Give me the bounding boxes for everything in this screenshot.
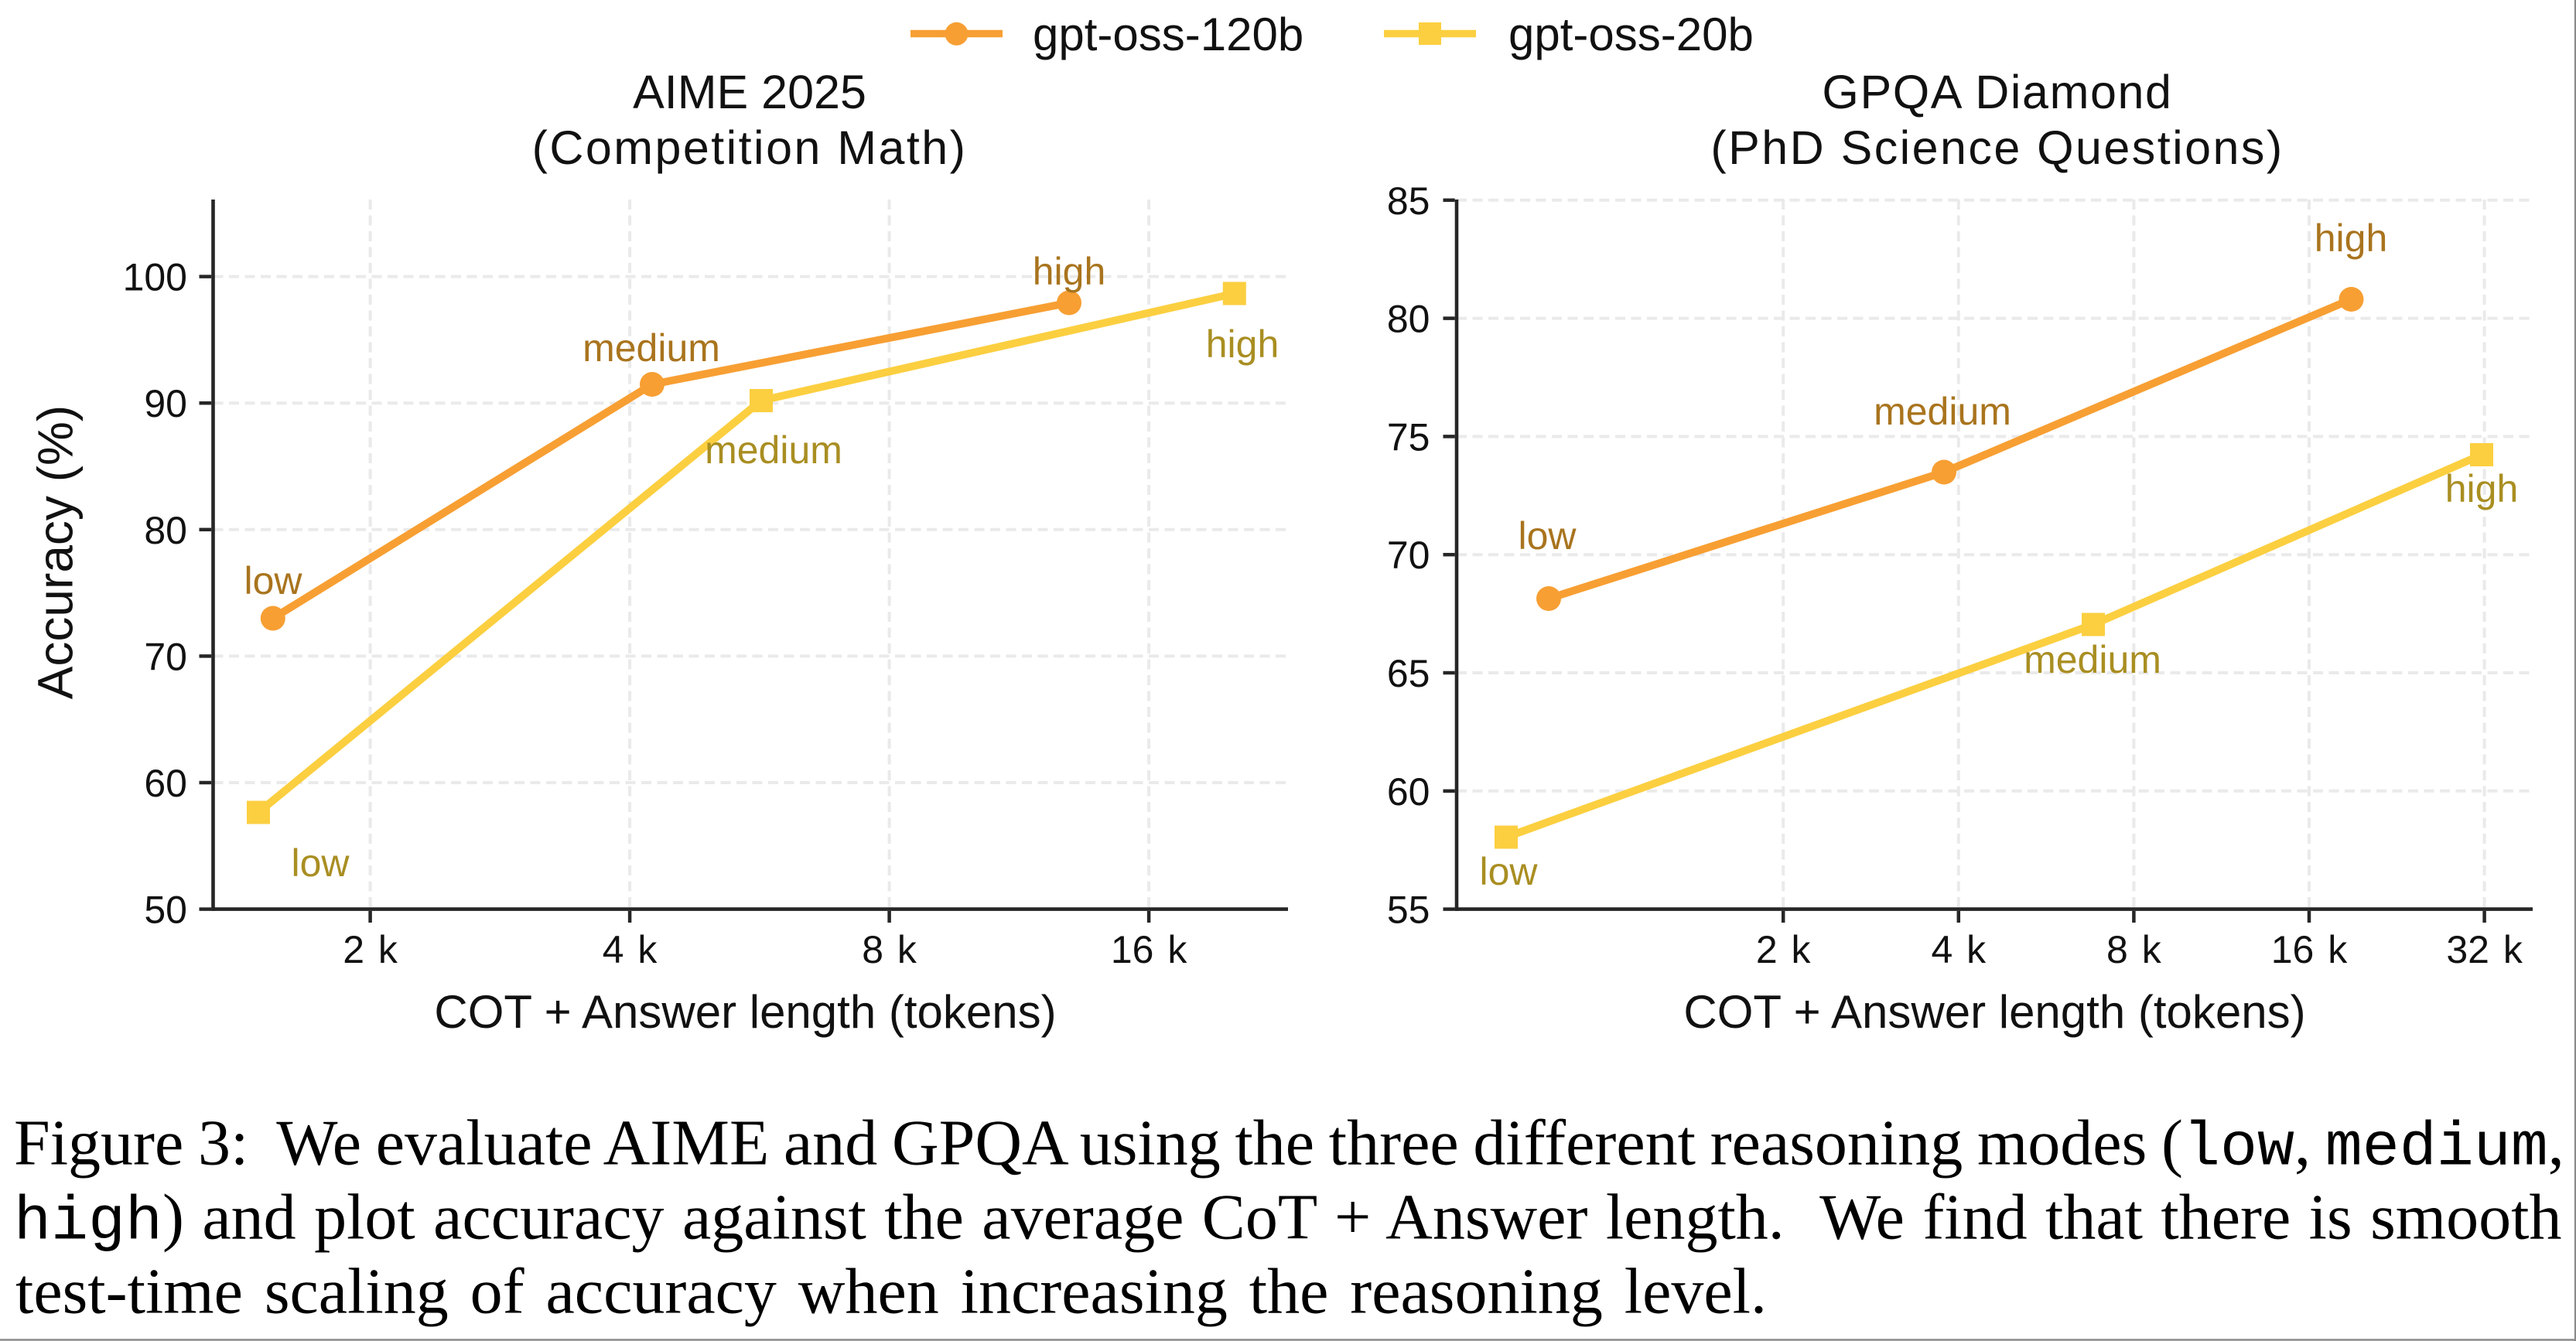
svg-text:Accuracy (%): Accuracy (%): [28, 405, 84, 700]
svg-text:high: high: [2315, 217, 2388, 260]
svg-text:medium: medium: [1874, 390, 2011, 433]
svg-text:65: 65: [1387, 652, 1430, 695]
svg-text:gpt-oss-120b: gpt-oss-120b: [1033, 9, 1303, 60]
svg-text:16 k: 16 k: [2271, 928, 2349, 971]
svg-text:Figure 3: We evaluate AIME an: Figure 3: We evaluate AIME and GPQA usin…: [14, 1107, 2564, 1184]
svg-text:GPQA Diamond: GPQA Diamond: [1822, 66, 2172, 118]
svg-text:high: high: [2445, 467, 2519, 510]
svg-text:low: low: [244, 559, 302, 602]
svg-text:gpt-oss-20b: gpt-oss-20b: [1508, 9, 1754, 60]
svg-text:COT + Answer length (tokens): COT + Answer length (tokens): [1683, 986, 2305, 1038]
svg-text:80: 80: [144, 509, 187, 552]
svg-text:high: high: [1033, 250, 1106, 293]
svg-text:2 k: 2 k: [1756, 928, 1812, 971]
svg-text:75: 75: [1387, 415, 1430, 459]
svg-text:90: 90: [144, 382, 187, 425]
svg-text:32 k: 32 k: [2446, 928, 2523, 971]
svg-text:low: low: [1479, 850, 1538, 893]
svg-text:8 k: 8 k: [862, 928, 917, 971]
svg-text:high) and plot accuracy agains: high) and plot accuracy against the aver…: [14, 1182, 2561, 1258]
svg-text:70: 70: [144, 635, 187, 678]
svg-text:2 k: 2 k: [343, 928, 398, 971]
svg-text:medium: medium: [705, 428, 842, 472]
svg-text:4 k: 4 k: [603, 928, 658, 971]
svg-text:60: 60: [144, 762, 187, 805]
svg-text:50: 50: [144, 889, 187, 932]
svg-text:medium: medium: [583, 326, 720, 370]
svg-text:test-time scaling of accuracy: test-time scaling of accuracy when incre…: [15, 1256, 1767, 1328]
svg-text:100: 100: [123, 256, 187, 299]
svg-text:COT + Answer length (tokens): COT + Answer length (tokens): [434, 986, 1056, 1038]
svg-text:16 k: 16 k: [1111, 928, 1188, 971]
svg-text:60: 60: [1387, 770, 1430, 814]
svg-text:85: 85: [1387, 179, 1430, 223]
svg-text:low: low: [291, 841, 350, 885]
svg-text:(Competition Math): (Competition Math): [532, 121, 968, 174]
svg-text:55: 55: [1387, 889, 1430, 932]
svg-text:AIME 2025: AIME 2025: [633, 66, 866, 118]
svg-text:(PhD Science Questions): (PhD Science Questions): [1710, 121, 2284, 174]
svg-text:low: low: [1518, 514, 1577, 558]
svg-text:medium: medium: [2024, 638, 2161, 681]
svg-text:70: 70: [1387, 534, 1430, 577]
svg-text:4 k: 4 k: [1931, 928, 1987, 971]
svg-text:8 k: 8 k: [2106, 928, 2162, 971]
svg-text:80: 80: [1387, 298, 1430, 341]
svg-text:high: high: [1206, 322, 1279, 366]
